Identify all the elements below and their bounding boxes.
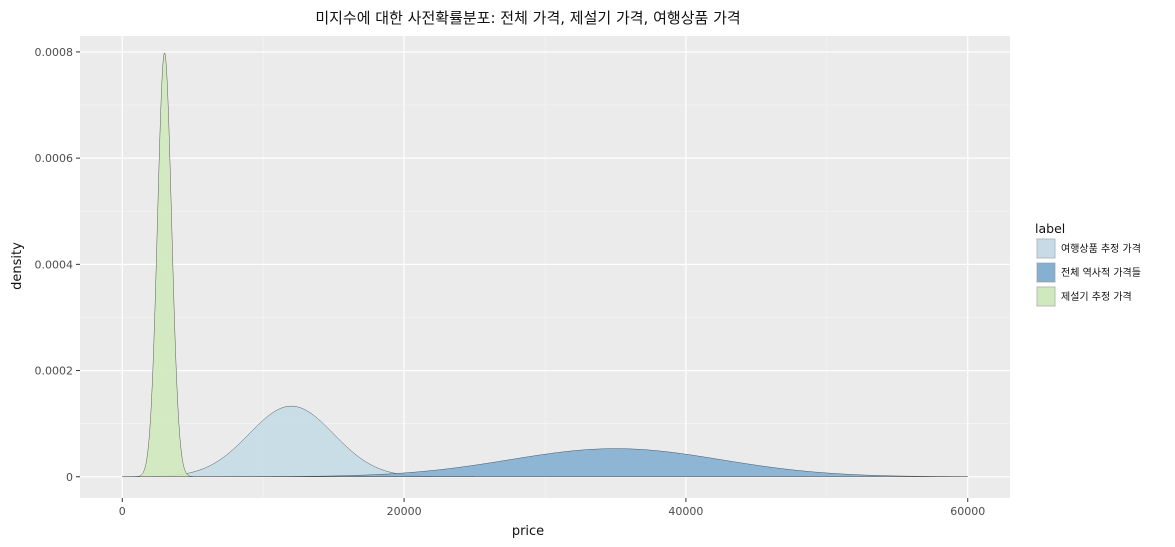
x-tick-label: 0 — [119, 505, 126, 518]
legend-title: label — [1035, 221, 1065, 236]
x-axis-label: price — [512, 524, 544, 539]
legend-swatch-1 — [1036, 238, 1056, 259]
y-tick-label: 0.0006 — [35, 152, 74, 165]
legend-label-3: 제설기 추정 가격 — [1061, 290, 1132, 303]
y-axis-ticks: 0 0.0002 0.0004 0.0006 0.0008 — [35, 46, 80, 484]
legend-label-1: 여행상품 추정 가격 — [1061, 242, 1141, 255]
chart-title: 미지수에 대한 사전확률분포: 전체 가격, 제설기 가격, 여행상품 가격 — [315, 9, 740, 27]
y-tick-label: 0.0008 — [35, 46, 74, 59]
y-axis-label: density — [10, 242, 25, 290]
x-tick-label: 40000 — [668, 505, 703, 518]
y-tick-label: 0.0004 — [35, 258, 74, 271]
density-area-2 — [122, 448, 968, 477]
grid-lines — [80, 36, 1010, 498]
legend-label-2: 전체 역사적 가격들 — [1061, 266, 1141, 279]
legend-swatch-3 — [1036, 286, 1056, 307]
legend-swatch-2 — [1036, 262, 1056, 283]
x-tick-label: 20000 — [387, 505, 422, 518]
density-areas — [122, 52, 968, 477]
x-axis-ticks: 0 20000 40000 60000 — [119, 498, 985, 518]
y-tick-label: 0.0002 — [35, 365, 74, 378]
density-area-3 — [122, 52, 193, 477]
x-tick-label: 60000 — [950, 505, 985, 518]
y-tick-label: 0 — [66, 471, 73, 484]
